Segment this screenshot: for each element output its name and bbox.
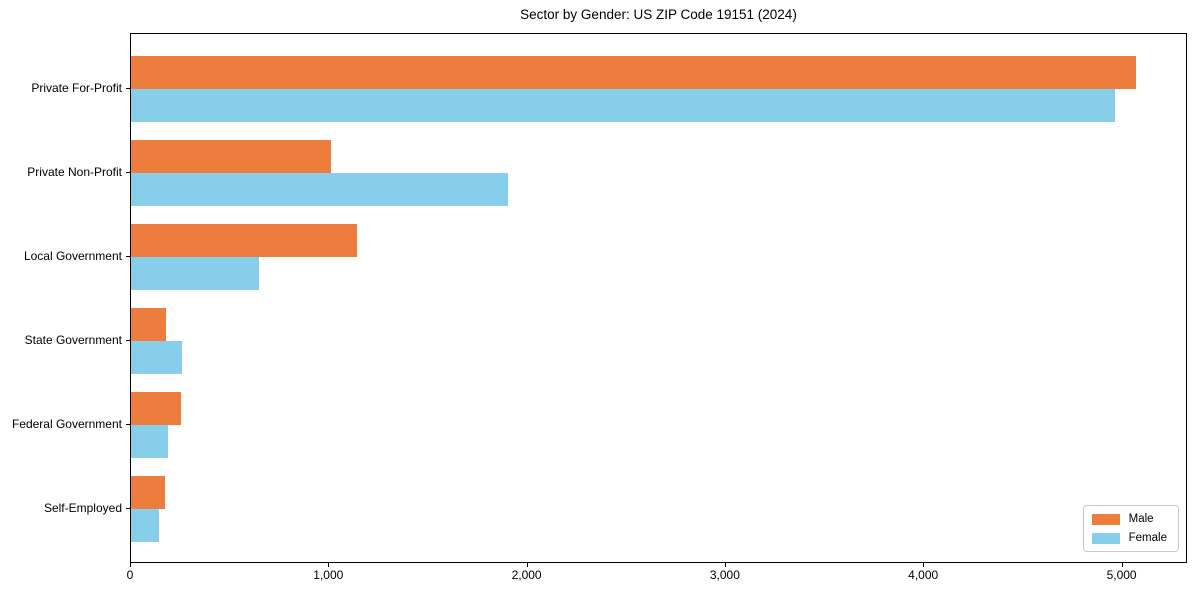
- legend: Male Female: [1082, 505, 1179, 552]
- y-tick-mark: [126, 340, 130, 341]
- x-tick-label: 4,000: [908, 568, 939, 582]
- y-tick-mark: [126, 88, 130, 89]
- x-tick-mark: [724, 563, 726, 567]
- legend-label: Male: [1128, 513, 1154, 525]
- plot-area: Male Female: [130, 33, 1187, 563]
- y-tick-mark: [126, 424, 130, 425]
- legend-item-male: Male: [1091, 513, 1167, 525]
- y-tick-mark: [126, 172, 130, 173]
- x-tick-label: 2,000: [511, 568, 542, 582]
- y-axis-label: Self-Employed: [43, 501, 122, 515]
- bar-male-3: [131, 308, 166, 341]
- bar-female-2: [131, 257, 259, 290]
- bar-male-0: [131, 56, 1137, 89]
- y-axis-label: Private Non-Profit: [27, 165, 122, 179]
- x-tick-mark: [923, 563, 925, 567]
- bar-male-4: [131, 392, 181, 425]
- y-tick-mark: [126, 508, 130, 509]
- bar-male-1: [131, 140, 332, 173]
- bar-female-1: [131, 173, 508, 206]
- x-tick-mark: [526, 563, 528, 567]
- x-tick-mark: [1121, 563, 1123, 567]
- legend-item-female: Female: [1091, 532, 1167, 544]
- x-tick-label: 1,000: [313, 568, 344, 582]
- bar-female-4: [131, 425, 168, 458]
- bar-male-5: [131, 476, 165, 509]
- bar-female-0: [131, 89, 1115, 122]
- bar-male-2: [131, 224, 358, 257]
- y-axis-label: Local Government: [23, 249, 122, 263]
- y-axis-label: Private For-Profit: [31, 81, 122, 95]
- legend-label: Female: [1128, 532, 1167, 544]
- y-tick-mark: [126, 256, 130, 257]
- x-tick-mark: [328, 563, 330, 567]
- x-tick-mark: [130, 563, 131, 567]
- chart-title: Sector by Gender: US ZIP Code 19151 (202…: [520, 7, 797, 22]
- x-tick-label: 0: [126, 568, 134, 582]
- legend-swatch-male: [1091, 513, 1120, 525]
- legend-swatch-female: [1091, 532, 1120, 544]
- y-axis-label: Federal Government: [11, 417, 122, 431]
- bar-female-3: [131, 341, 182, 374]
- bar-female-5: [131, 509, 159, 542]
- x-tick-label: 5,000: [1106, 568, 1137, 582]
- x-tick-label: 3,000: [709, 568, 740, 582]
- y-axis-label: State Government: [24, 333, 122, 347]
